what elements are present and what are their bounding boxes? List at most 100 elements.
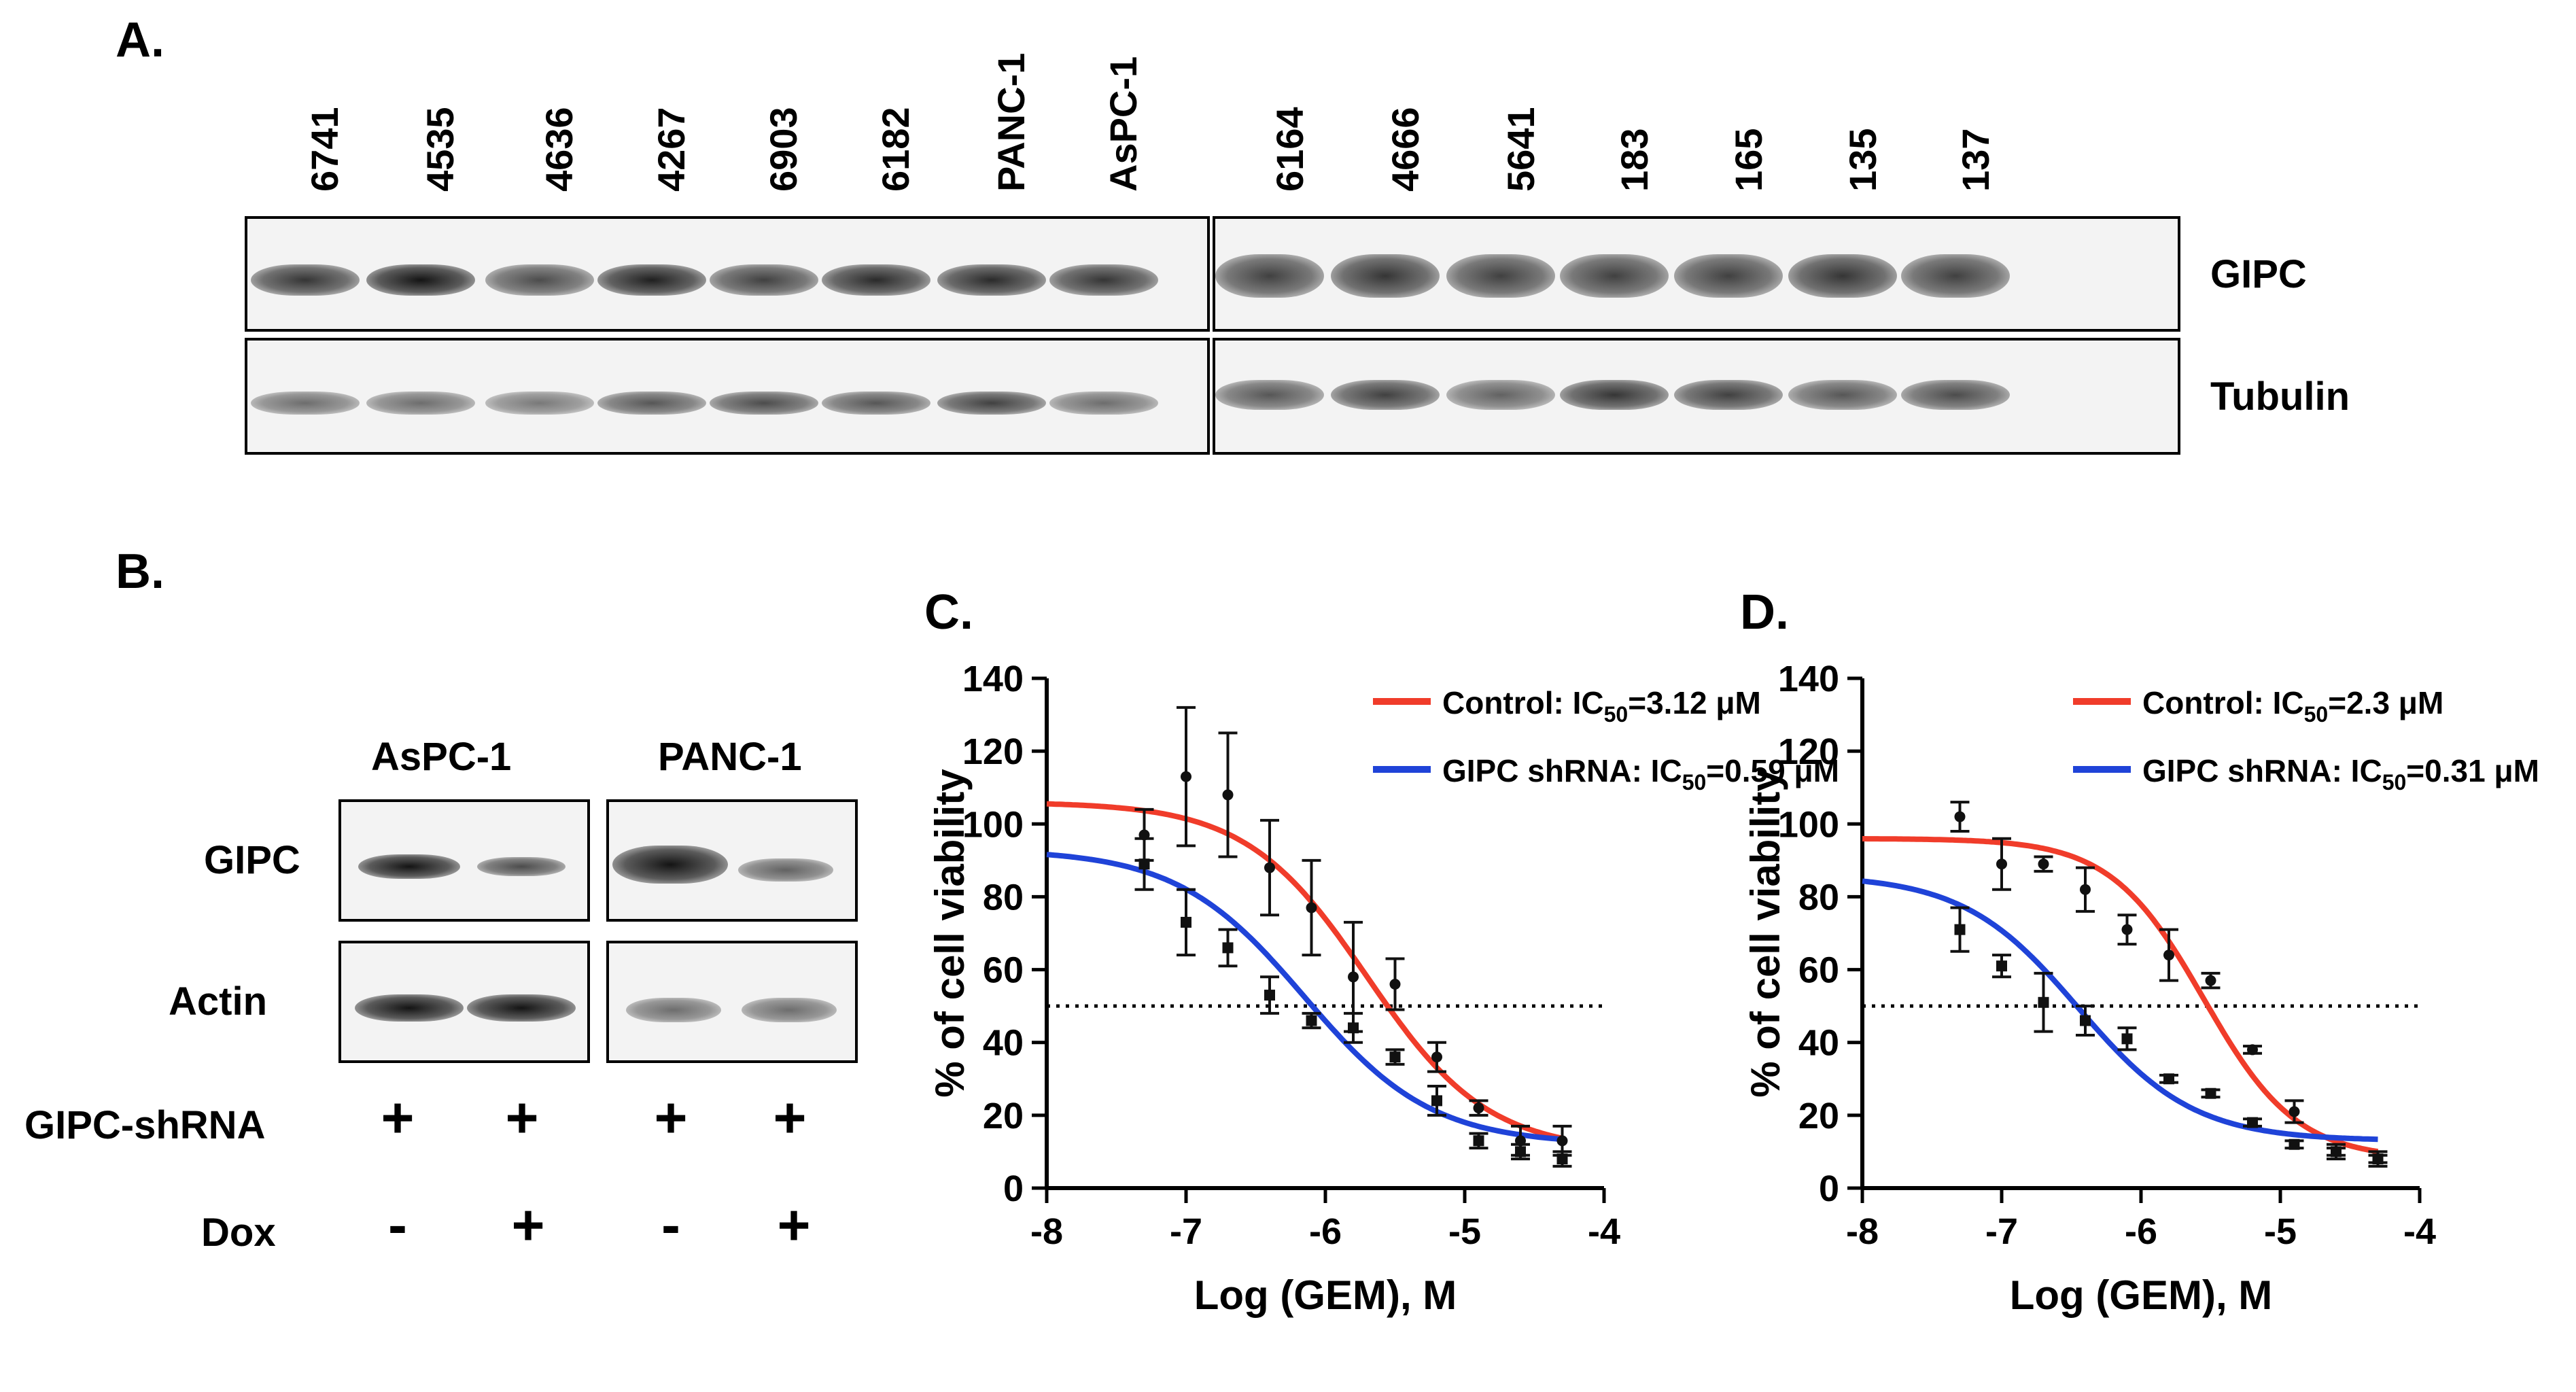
data-point-control (1996, 858, 2007, 870)
data-point-control (1264, 862, 1275, 873)
data-point-gipc-shrna (1222, 942, 1234, 954)
y-tick-label: 100 (1778, 804, 1839, 845)
x-tick-label: -4 (1588, 1211, 1620, 1252)
blot-band (251, 264, 360, 296)
sign-dox-2: + (511, 1193, 545, 1257)
lane-label: 165 (1727, 128, 1770, 192)
data-point-control (2247, 1044, 2258, 1056)
sign-shrna-2: + (505, 1085, 539, 1149)
y-tick-label: 20 (1798, 1096, 1839, 1136)
panel-b-treatment-dox: Dox (201, 1211, 276, 1255)
data-point-control (1556, 1135, 1568, 1147)
x-tick-label: -5 (1448, 1211, 1481, 1252)
panel-a-gipc-blot-right (1213, 216, 2180, 332)
data-point-control (1389, 979, 1401, 990)
blot-band (1049, 392, 1158, 415)
blot-band (1446, 380, 1555, 410)
blot-band (485, 392, 594, 415)
panel-b-gipc-blot-panc1 (606, 799, 858, 922)
data-point-gipc-shrna (1348, 1022, 1359, 1034)
lane-label: 6741 (303, 107, 346, 192)
blot-band (1674, 254, 1783, 298)
x-tick-label: -7 (1170, 1211, 1202, 1252)
blot-band (822, 392, 930, 415)
legend-label-value: =3.12 μM (1628, 685, 1761, 720)
data-point-gipc-shrna (1389, 1051, 1401, 1063)
data-point-control (1306, 902, 1317, 914)
data-point-gipc-shrna (1473, 1135, 1484, 1147)
blot-band (937, 392, 1046, 415)
data-point-gipc-shrna (1431, 1095, 1442, 1107)
data-point-control (1181, 771, 1191, 782)
y-tick-label: 120 (962, 731, 1024, 772)
data-point-control (1954, 811, 1966, 822)
y-tick-label: 100 (962, 804, 1024, 845)
blot-band (1901, 380, 2010, 410)
y-axis-label: % of cell viability (1743, 769, 1788, 1098)
panel-a-row-label-tubulin: Tubulin (2210, 375, 2350, 419)
blot-band (1446, 254, 1555, 298)
data-point-control (1473, 1102, 1484, 1114)
lane-label: 6903 (762, 107, 805, 192)
fit-curve-gipc-shrna (1862, 878, 2378, 1143)
panel-d-chart: D. 0 20 40 60 80 100 120 140 -8 -7 -6 -5 -4 Log (GEM),… (1740, 585, 2539, 1318)
legend-label-prefix: GIPC shRNA: IC (2142, 753, 2382, 788)
blot-band (597, 264, 706, 296)
blot-band (742, 998, 837, 1022)
legend-label: GIPC shRNA: IC50=0.59 μM (1442, 753, 1839, 795)
sign-shrna-3: + (654, 1085, 688, 1149)
panel-b-gipc-blot-aspc1 (338, 799, 590, 922)
data-point-gipc-shrna (2080, 1015, 2091, 1026)
data-point-control (2288, 1106, 2300, 1117)
blot-band (1215, 380, 1324, 410)
legend-label-value: =0.31 μM (2406, 753, 2539, 788)
data-point-gipc-shrna (2121, 1033, 2133, 1045)
legend-label-sub: 50 (1682, 770, 1707, 795)
blot-band (355, 994, 464, 1022)
blot-band (626, 998, 721, 1022)
y-axis-label: % of cell viability (927, 769, 973, 1098)
panel-a-gipc-blot-left (245, 216, 1210, 332)
y-tick-label: 40 (983, 1023, 1024, 1064)
legend-label-prefix: GIPC shRNA: IC (1442, 753, 1682, 788)
blot-band (597, 392, 706, 415)
data-point-control (2121, 924, 2133, 935)
blot-band (1049, 264, 1158, 296)
blot-band (1215, 254, 1324, 298)
lane-label: 6164 (1268, 107, 1311, 192)
y-tick-label: 80 (1798, 877, 1839, 918)
legend-label-prefix: Control: IC (1442, 685, 1604, 720)
data-point-control (2038, 858, 2049, 870)
blot-band (710, 264, 818, 296)
data-point-gipc-shrna (2038, 996, 2049, 1008)
sign-dox-3: - (661, 1193, 680, 1257)
y-tick-label: 20 (983, 1096, 1024, 1136)
lane-label: 4535 (419, 107, 462, 192)
panel-label: D. (1740, 585, 1789, 640)
sign-dox-4: + (777, 1193, 811, 1257)
legend-label-sub: 50 (2304, 702, 2329, 727)
panel-a-row-label-gipc: GIPC (2210, 252, 2307, 296)
sign-dox-1: - (388, 1193, 407, 1257)
y-tick-label: 0 (1003, 1168, 1024, 1209)
lane-label: 183 (1613, 128, 1656, 192)
data-point-gipc-shrna (1181, 916, 1191, 928)
panel-b-row-label-gipc: GIPC (204, 838, 300, 882)
blot-band (1331, 254, 1440, 298)
blot-band (937, 264, 1046, 296)
blot-band (1560, 254, 1669, 298)
blot-band (251, 392, 360, 415)
panel-b-label: B. (116, 544, 164, 599)
fit-curve-control (1046, 801, 1563, 1141)
panel-b-actin-blot-panc1 (606, 941, 858, 1063)
lane-label: 137 (1954, 128, 1997, 192)
y-tick-label: 120 (1778, 731, 1839, 772)
blot-band (366, 392, 475, 415)
data-point-control (2080, 884, 2091, 895)
blot-band (1788, 254, 1897, 298)
legend-label: Control: IC50=2.3 μM (2142, 685, 2443, 727)
x-tick-label: -4 (2403, 1211, 2436, 1252)
data-point-gipc-shrna (1996, 960, 2007, 972)
blot-band (358, 854, 460, 879)
legend-label-sub: 50 (2382, 770, 2407, 795)
